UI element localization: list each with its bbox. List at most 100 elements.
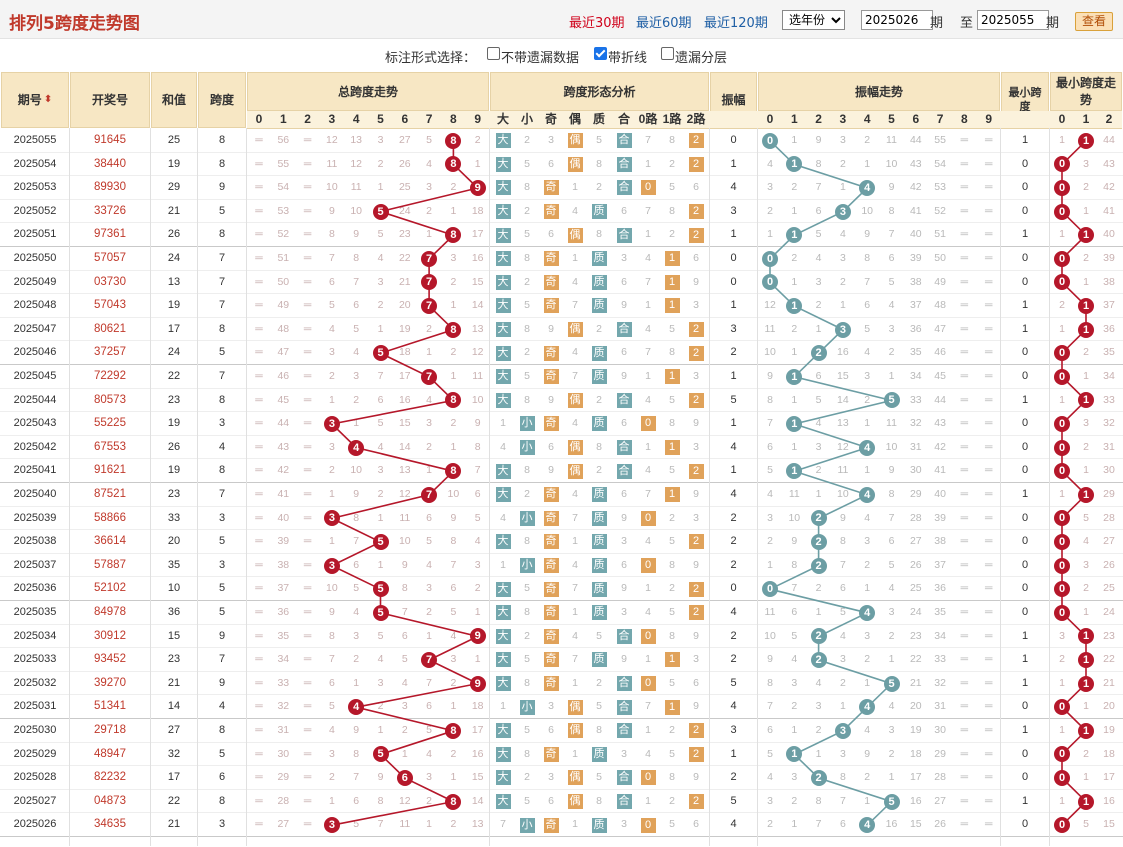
route-2-tag: 2 [688,746,704,762]
draw-number: 67553 [94,440,126,453]
issue-number: 2025030 [13,724,57,736]
amp-miss: 6 [839,818,846,831]
route-2-tag: 2 [688,156,704,172]
from-issue-input[interactable] [861,10,933,30]
issue-number: 2025051 [13,228,57,241]
amp-miss: ═ [960,346,969,359]
pattern-miss: 8 [524,181,530,194]
min-span-value: 1 [1021,393,1029,406]
amp-miss: ═ [984,794,993,807]
pattern-miss: 1 [645,228,651,241]
sum-value: 14 [167,700,181,713]
amp-value: 2 [730,558,737,571]
span-ball: 7 [421,274,438,291]
span-ball: 3 [323,817,340,834]
amp-value: 3 [730,724,737,736]
route-1-tag: 1 [664,652,680,668]
pattern-composite-tag: 合 [616,180,632,196]
period-link-60[interactable]: 最近60期 [636,16,692,31]
span-miss: 8 [353,511,360,524]
year-select[interactable]: 选年份 [782,10,845,30]
table-row: 2025048 57043 19 7 ═ 49 ═ 5 6 2 20 7 1 14 大 5 奇 7 质 9 1 1 3 1 12… [0,294,1123,318]
span-miss: 39 [277,535,290,548]
table-row: 2025043 55225 19 3 ═ 44 ═ 3 1 5 15 3 2 9 1 小奇 4 质 6 0 8 9 1 7 1 4… [0,412,1123,436]
polyline-checkbox[interactable] [594,47,607,60]
pattern-big-tag: 大 [495,133,511,149]
amp-miss: 3 [839,134,846,146]
sum-value: 25 [167,134,181,146]
amp-miss: 3 [767,181,773,194]
amp-miss: 2 [791,181,798,194]
min-span-value: 0 [1021,818,1029,831]
min-ball: 0 [1054,557,1070,574]
amp-ball: 4 [859,439,876,456]
sort-icon[interactable]: ⬍ [43,94,53,105]
to-issue-input[interactable] [977,10,1049,30]
span-value: 8 [218,464,226,477]
amp-miss: 4 [888,582,895,595]
min-miss: 1 [1083,204,1089,217]
pattern-col-header: 1路 [662,112,682,126]
span-miss: 10 [471,393,484,406]
span-miss: 2 [450,181,457,194]
span-miss: 2 [328,771,335,784]
amp-miss: 1 [815,747,822,760]
amp-miss: 1 [864,464,871,477]
amp-miss: ═ [960,558,969,571]
pattern-miss: 1 [645,724,651,736]
span-miss: ═ [303,322,312,335]
span-miss: 1 [377,724,384,736]
pattern-even-tag: 偶 [567,723,583,739]
pattern-miss: 7 [572,299,578,312]
pattern-miss: 9 [621,653,627,666]
no-miss-data-checkbox[interactable] [487,47,500,60]
span-miss: 2 [426,606,433,618]
amp-miss: 4 [767,771,773,784]
sum-value: 10 [167,582,181,595]
amp-miss: 11 [764,322,776,335]
amp-miss: ═ [984,464,993,477]
amp-miss: 3 [864,370,871,382]
min-span-value: 0 [1021,511,1029,524]
span-miss: 2 [426,204,433,217]
pattern-prime-tag: 质 [591,652,607,668]
span-miss: ═ [255,275,263,288]
amp-miss: 6 [815,370,822,382]
pattern-miss: 6 [548,440,554,453]
span-ball: 8 [445,793,462,810]
amp-miss: 8 [815,794,822,807]
span-miss: 4 [328,322,335,335]
amp-miss: ═ [960,370,969,382]
pattern-miss: 6 [548,724,554,736]
pattern-miss: 8 [524,676,530,689]
amp-ball: 5 [883,675,900,692]
amp-miss: 1 [791,724,798,736]
span-value: 9 [218,629,226,642]
pattern-miss: 8 [524,393,530,406]
span-value: 5 [218,535,226,548]
period-link-30[interactable]: 最近30期 [569,16,625,31]
period-link-120[interactable]: 最近120期 [704,16,768,31]
span-miss: 31 [277,724,290,736]
min-miss: 2 [1083,252,1089,264]
amp-miss: 1 [839,181,846,194]
min-miss: 42 [1103,181,1115,194]
amp-miss: 7 [888,228,895,241]
miss-layer-checkbox[interactable] [661,47,674,60]
span-miss: ═ [255,299,263,312]
table-row: 2025035 84978 36 5 ═ 36 ═ 9 4 5 7 2 5 1 大 8 奇 1 质 3 4 5 2 4 11 6 1… [0,601,1123,625]
route-1-tag: 1 [664,251,680,267]
span-miss: 7 [450,558,457,571]
span-miss: 1 [377,322,384,335]
span-miss: ═ [255,558,263,571]
amp-miss: 21 [909,676,922,689]
amp-miss: 1 [888,771,895,784]
amp-miss: 39 [909,252,922,264]
span-miss: 8 [328,228,335,241]
span-value: 4 [218,700,226,713]
query-button[interactable]: 查看 [1075,12,1113,31]
table-row: 2025040 87521 23 7 ═ 41 ═ 1 9 2 12 7 10 6 大 2 奇 4 质 6 7 1 9 4 4 1… [0,483,1123,507]
span-miss: 19 [398,322,411,335]
span-miss: ═ [255,346,263,359]
draw-number: 03730 [94,275,126,288]
